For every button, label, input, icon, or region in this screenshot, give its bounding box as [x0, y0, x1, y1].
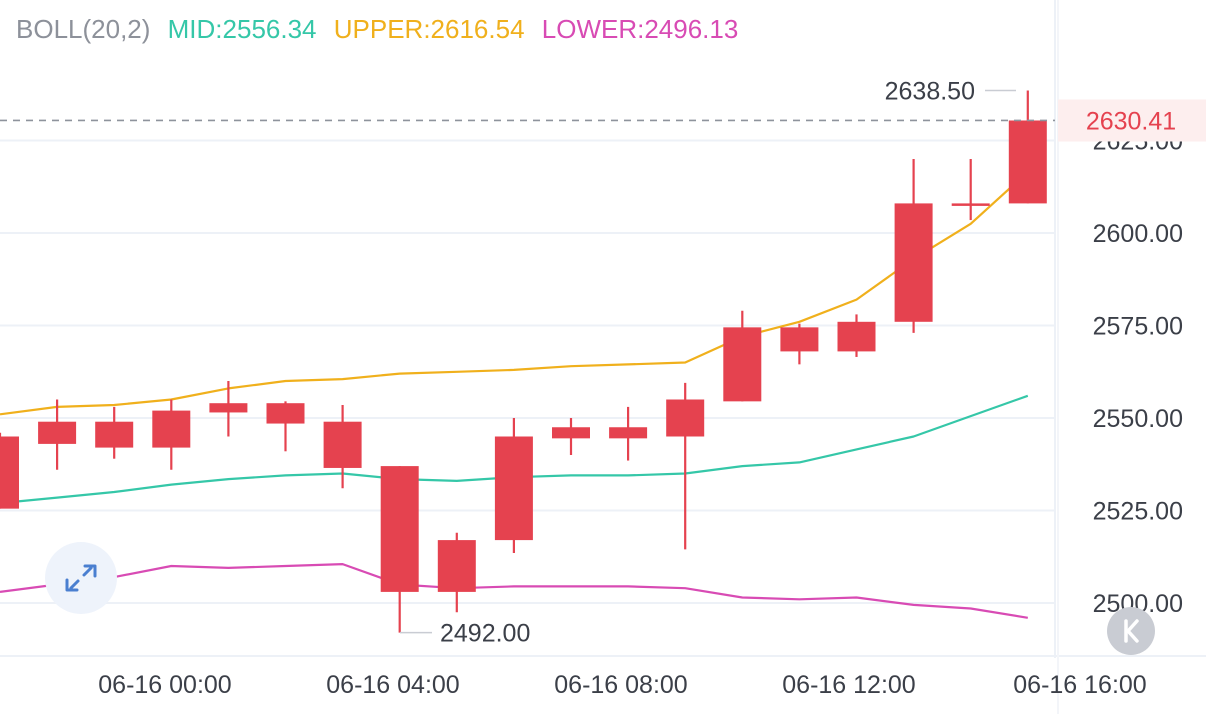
candle-body [0, 436, 19, 509]
candle-body [437, 540, 476, 592]
x-tick-label: 06-16 00:00 [98, 671, 231, 699]
candle-body [380, 466, 419, 592]
candle-body [609, 427, 648, 439]
lower-band-line [0, 562, 1028, 619]
y-tick-label: 2525.00 [1093, 498, 1183, 526]
candles [0, 90, 1047, 633]
x-tick-label: 06-16 12:00 [782, 671, 915, 699]
candle-body [894, 203, 933, 322]
candle-body [209, 403, 248, 413]
candle-body [95, 421, 134, 448]
candle-body [1008, 120, 1047, 204]
last-price-label: 2630.41 [1086, 107, 1176, 135]
upper-band-line [0, 171, 1029, 416]
upper-value: UPPER:2616.54 [333, 14, 525, 44]
indicator-header: BOLL(20,2) MID:2556.34 UPPER:2616.54 LOW… [16, 14, 748, 45]
collapse-k-icon [1124, 619, 1139, 643]
x-tick-label: 06-16 08:00 [554, 671, 687, 699]
price-markers: 2630.41 2638.50 2492.00 [0, 78, 1206, 648]
candle-body [780, 327, 819, 352]
x-tick-label: 06-16 04:00 [326, 671, 459, 699]
candle-body [951, 203, 990, 206]
candle-body [723, 327, 762, 402]
candle-body [152, 410, 191, 448]
candle-body [323, 421, 362, 468]
y-tick-label: 2600.00 [1093, 220, 1183, 248]
collapse-button[interactable] [1107, 607, 1155, 655]
time-axis: 06-16 00:00 06-16 04:00 06-16 08:00 06-16 1… [98, 671, 1146, 699]
y-tick-label: 2575.00 [1093, 313, 1183, 341]
indicator-name: BOLL(20,2) [16, 14, 151, 44]
candle-body [38, 421, 77, 444]
last-price-badge [1058, 99, 1206, 142]
candle-body [552, 427, 590, 439]
mid-value: MID:2556.34 [167, 14, 317, 44]
low-marker-label: 2492.00 [440, 620, 530, 648]
lower-value: LOWER:2496.13 [541, 14, 739, 44]
high-marker-label: 2638.50 [885, 78, 975, 106]
y-tick-label: 2550.00 [1093, 405, 1183, 433]
expand-button[interactable] [45, 542, 117, 614]
price-axis: 2500.002525.002550.002575.002600.002625.… [1093, 128, 1183, 619]
candle-body [666, 399, 705, 437]
candle-body [837, 321, 876, 352]
expand-arrows-icon [65, 564, 97, 592]
candle-body [266, 403, 305, 424]
candle-body [494, 436, 533, 541]
x-tick-label: 06-16 16:00 [1013, 671, 1146, 699]
